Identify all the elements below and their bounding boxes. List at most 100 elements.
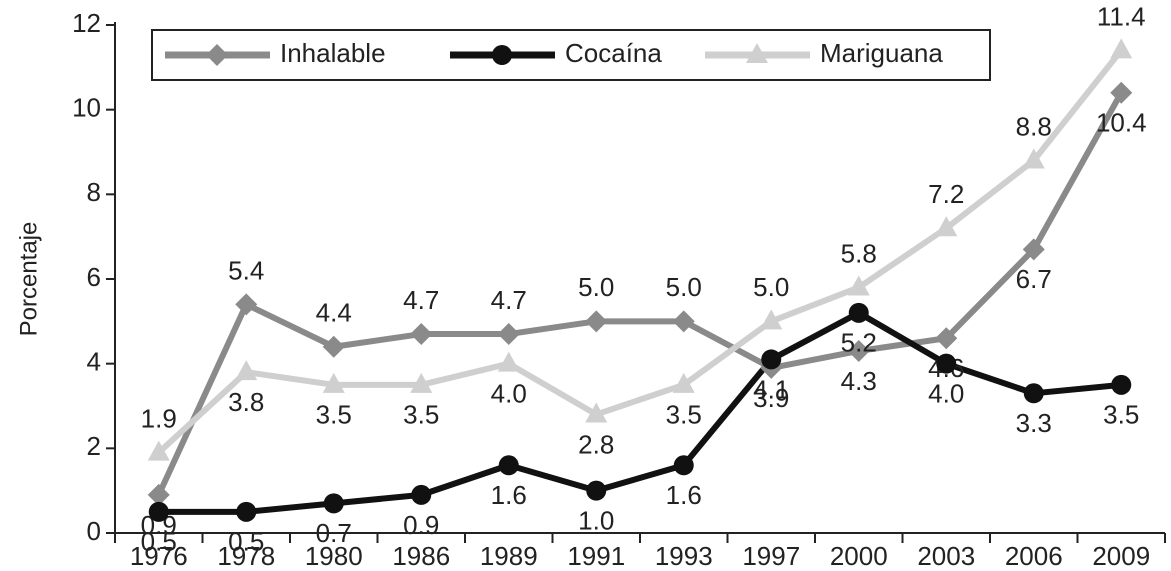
data-label: 4.4 bbox=[316, 298, 352, 328]
x-tick-label: 1989 bbox=[480, 541, 538, 571]
marker bbox=[147, 440, 170, 461]
y-tick-label: 2 bbox=[87, 431, 101, 461]
data-label: 3.8 bbox=[228, 387, 264, 417]
data-label: 0.5 bbox=[141, 527, 177, 557]
data-label: 2.8 bbox=[578, 429, 614, 459]
marker bbox=[147, 483, 170, 506]
marker bbox=[410, 323, 433, 346]
y-tick-label: 6 bbox=[87, 262, 101, 292]
data-label: 4.7 bbox=[403, 285, 439, 315]
marker bbox=[761, 349, 782, 370]
legend bbox=[151, 29, 991, 81]
data-label: 3.5 bbox=[666, 400, 702, 430]
marker bbox=[936, 353, 957, 374]
data-label: 5.4 bbox=[228, 255, 264, 285]
y-tick-label: 4 bbox=[87, 347, 101, 377]
x-tick-label: 1976 bbox=[130, 541, 188, 571]
data-label: 1.6 bbox=[666, 480, 702, 510]
data-label: 1.0 bbox=[578, 506, 614, 536]
data-label: 3.3 bbox=[1016, 408, 1052, 438]
x-tick-label: 1991 bbox=[567, 541, 625, 571]
y-tick-label: 10 bbox=[72, 93, 101, 123]
x-tick-label: 1980 bbox=[305, 541, 363, 571]
data-label: 4.0 bbox=[928, 379, 964, 409]
data-label: 7.2 bbox=[928, 179, 964, 209]
data-label: 4.0 bbox=[491, 379, 527, 409]
marker bbox=[848, 302, 869, 323]
data-label: 4.7 bbox=[491, 285, 527, 315]
data-label: 6.7 bbox=[1016, 264, 1052, 294]
marker bbox=[586, 480, 607, 501]
marker bbox=[411, 484, 432, 505]
data-label: 5.2 bbox=[841, 328, 877, 358]
data-label: 3.9 bbox=[753, 383, 789, 413]
marker bbox=[673, 455, 694, 476]
y-tick-label: 0 bbox=[87, 516, 101, 546]
y-axis-label: Porcentaje bbox=[15, 222, 42, 337]
marker bbox=[1111, 374, 1132, 395]
x-tick-label: 2003 bbox=[917, 541, 975, 571]
data-label: 4.1 bbox=[753, 374, 789, 404]
marker bbox=[935, 327, 958, 350]
x-tick-label: 1997 bbox=[742, 541, 800, 571]
x-tick-label: 1986 bbox=[392, 541, 450, 571]
marker bbox=[672, 372, 695, 393]
data-label: 0.7 bbox=[316, 518, 352, 548]
marker bbox=[847, 275, 870, 296]
marker bbox=[585, 310, 608, 333]
series-line bbox=[158, 309, 1122, 515]
data-label: 8.8 bbox=[1016, 111, 1052, 141]
marker bbox=[1022, 148, 1045, 169]
data-label: 3.5 bbox=[1103, 400, 1139, 430]
data-label: 4.3 bbox=[841, 366, 877, 396]
series-line bbox=[156, 91, 1124, 497]
x-tick-label: 1978 bbox=[217, 541, 275, 571]
marker bbox=[1022, 238, 1045, 261]
marker bbox=[585, 402, 608, 423]
marker bbox=[497, 323, 520, 346]
marker bbox=[498, 455, 519, 476]
data-label: 10.4 bbox=[1096, 108, 1147, 138]
data-label: 5.0 bbox=[666, 272, 702, 302]
marker bbox=[746, 43, 768, 63]
marker bbox=[148, 501, 169, 522]
data-label: 11.4 bbox=[1097, 1, 1146, 31]
series-line bbox=[156, 48, 1124, 455]
x-tick-label: 2009 bbox=[1092, 541, 1150, 571]
data-label: 0.9 bbox=[403, 510, 439, 540]
marker bbox=[847, 339, 870, 362]
x-tick-label: 2006 bbox=[1005, 541, 1063, 571]
marker bbox=[206, 44, 228, 66]
y-tick-label: 8 bbox=[87, 177, 101, 207]
marker bbox=[760, 309, 783, 330]
y-tick-label: 12 bbox=[72, 8, 101, 38]
legend-label: Mariguana bbox=[820, 38, 943, 68]
marker bbox=[1110, 38, 1133, 59]
data-label: 5.0 bbox=[578, 272, 614, 302]
data-label: 0.5 bbox=[228, 527, 264, 557]
data-label: 5.8 bbox=[841, 238, 877, 268]
data-label: 3.5 bbox=[316, 400, 352, 430]
data-label: 5.0 bbox=[753, 272, 789, 302]
data-label: 3.5 bbox=[403, 400, 439, 430]
marker bbox=[410, 372, 433, 393]
marker bbox=[672, 310, 695, 333]
data-label: 1.9 bbox=[141, 403, 177, 433]
marker bbox=[935, 216, 958, 237]
marker bbox=[235, 293, 258, 316]
marker bbox=[492, 45, 512, 65]
x-tick-label: 1993 bbox=[655, 541, 713, 571]
marker bbox=[235, 360, 258, 381]
marker bbox=[322, 335, 345, 358]
x-tick-label: 2000 bbox=[830, 541, 888, 571]
marker bbox=[1110, 81, 1133, 104]
legend-label: Cocaína bbox=[565, 38, 662, 68]
marker bbox=[323, 493, 344, 514]
data-label: 1.6 bbox=[491, 480, 527, 510]
marker bbox=[1023, 383, 1044, 404]
marker bbox=[497, 351, 520, 372]
marker bbox=[236, 501, 257, 522]
legend-label: Inhalable bbox=[280, 38, 386, 68]
marker bbox=[322, 372, 345, 393]
